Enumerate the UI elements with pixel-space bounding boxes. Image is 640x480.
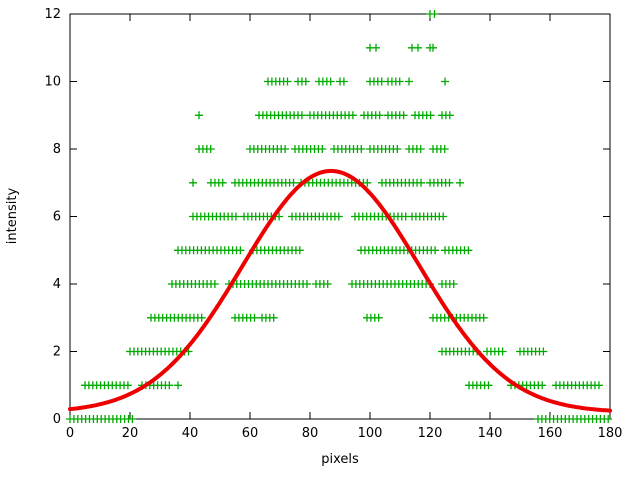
y-tick-label: 8 — [53, 142, 61, 157]
x-tick-label: 40 — [182, 426, 199, 441]
x-tick-label: 160 — [538, 426, 563, 441]
x-tick-label: 140 — [478, 426, 503, 441]
x-axis-title: pixels — [321, 452, 359, 467]
x-tick-label: 120 — [418, 426, 443, 441]
x-tick-label: 80 — [302, 426, 319, 441]
gaussian-fit-path — [68, 168, 612, 413]
x-tick-label: 100 — [358, 426, 383, 441]
scatter-points — [66, 10, 613, 423]
x-tick-label: 20 — [122, 426, 139, 441]
y-tick-label: 10 — [44, 75, 61, 90]
y-tick-label: 6 — [53, 210, 61, 225]
y-axis-title: intensity — [5, 188, 20, 245]
axes-layer: 0 20 40 60 80 100 120 140 160 180 0 2 4 6 8 10 12 — [44, 7, 622, 441]
x-tick-label: 0 — [66, 426, 74, 441]
fit-curve — [68, 168, 612, 413]
y-tick-label: 0 — [53, 412, 61, 427]
y-tick-label: 4 — [53, 277, 61, 292]
x-tick-label: 180 — [598, 426, 623, 441]
x-tick-label: 60 — [242, 426, 259, 441]
scatter-marker-path — [66, 10, 613, 423]
y-tick-label: 2 — [53, 345, 61, 360]
y-tick-label: 12 — [44, 7, 61, 22]
